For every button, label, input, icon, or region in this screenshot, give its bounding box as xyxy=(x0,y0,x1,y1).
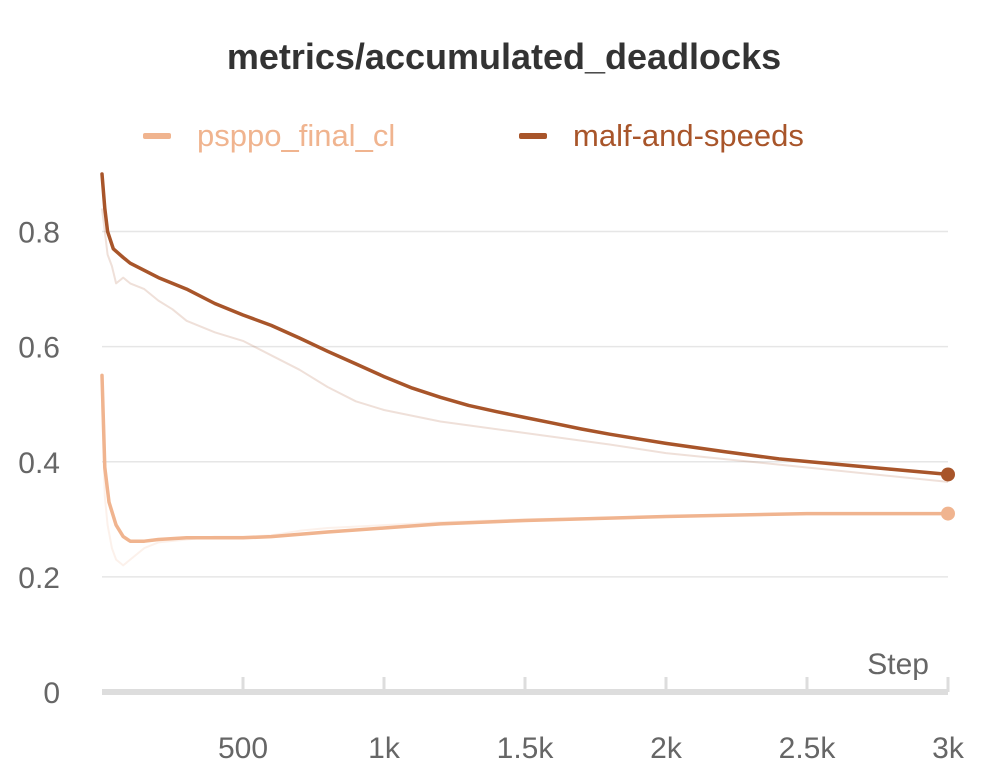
y-tick-label: 0.6 xyxy=(18,332,60,365)
x-axis-label: Step xyxy=(867,648,929,681)
y-tick-label: 0.4 xyxy=(18,447,60,480)
raw-series-line-malf-and-speeds xyxy=(101,208,949,483)
raw-series-line-psppo_final_cl xyxy=(101,404,948,567)
x-tick-label: 2.5k xyxy=(779,732,837,765)
legend-item-malf-and-speeds[interactable]: malf-and-speeds xyxy=(519,118,804,154)
legend: psppo_final_cl malf-and-speeds xyxy=(0,118,1008,162)
x-tick-label: 1k xyxy=(368,732,401,765)
y-tick-label: 0.2 xyxy=(18,562,60,595)
chart-title: metrics/accumulated_deadlocks xyxy=(226,36,782,77)
x-tick-label: 500 xyxy=(218,732,268,765)
legend-label-psppo-final-cl: psppo_final_cl xyxy=(197,118,396,153)
legend-swatch-malf-and-speeds xyxy=(519,133,547,139)
y-tick-label: 0 xyxy=(43,677,60,710)
legend-swatch-psppo-final-cl xyxy=(143,133,171,139)
series-line-psppo_final_cl xyxy=(100,373,950,543)
series-end-point-psppo_final_cl xyxy=(941,506,955,521)
x-tick-label: 1.5k xyxy=(497,732,555,765)
series-line-malf-and-speeds xyxy=(100,172,950,477)
y-tick-label: 0.8 xyxy=(18,217,60,250)
series-end-point-malf-and-speeds xyxy=(941,467,955,482)
legend-label-malf-and-speeds: malf-and-speeds xyxy=(573,118,804,153)
x-tick-label: 3k xyxy=(932,732,965,765)
x-tick-label: 2k xyxy=(650,732,683,765)
legend-item-psppo-final-cl[interactable]: psppo_final_cl xyxy=(143,118,395,154)
